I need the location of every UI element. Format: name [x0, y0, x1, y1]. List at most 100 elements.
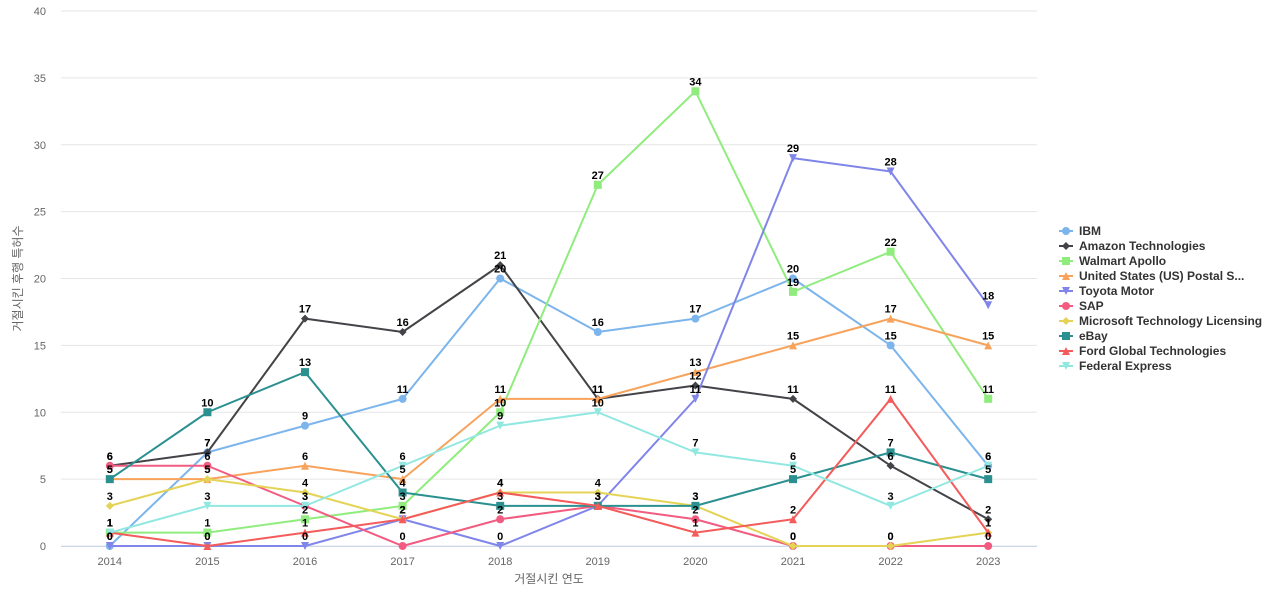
series-point[interactable]	[496, 274, 505, 283]
series-line[interactable]	[108, 264, 990, 521]
legend-item[interactable]: Toyota Motor	[1059, 284, 1154, 298]
series-point[interactable]	[886, 448, 895, 457]
legend-item[interactable]: eBay	[1059, 329, 1108, 343]
series-point[interactable]	[984, 528, 993, 537]
series-point[interactable]	[984, 341, 993, 350]
legend-marker[interactable]	[1062, 227, 1070, 235]
series-point[interactable]	[789, 461, 797, 470]
series-point[interactable]	[984, 301, 993, 310]
legend-item[interactable]: Ford Global Technologies	[1059, 344, 1226, 358]
legend-item[interactable]: Amazon Technologies	[1059, 239, 1206, 253]
legend-marker[interactable]	[1062, 242, 1070, 250]
series-point[interactable]	[593, 180, 602, 189]
series-point[interactable]	[496, 394, 505, 403]
series-point[interactable]	[593, 501, 602, 510]
legend-item[interactable]: Federal Express	[1059, 359, 1172, 373]
series-point[interactable]	[496, 542, 505, 550]
series-point[interactable]	[398, 542, 407, 550]
series-point[interactable]	[886, 167, 895, 176]
series-point[interactable]	[203, 475, 212, 484]
series-point[interactable]	[105, 461, 114, 470]
series-line[interactable]	[108, 90, 990, 534]
series-point[interactable]	[105, 528, 114, 537]
series-point[interactable]	[203, 528, 212, 537]
series-point[interactable]	[398, 488, 407, 497]
series-point[interactable]	[691, 314, 700, 323]
series-point[interactable]	[496, 488, 505, 497]
series-point[interactable]	[691, 394, 700, 403]
series-line[interactable]	[108, 371, 990, 507]
legend-marker[interactable]	[1062, 257, 1070, 265]
series-point[interactable]	[789, 515, 797, 524]
series-point[interactable]	[691, 87, 700, 96]
legend-marker[interactable]	[1062, 362, 1070, 370]
legend-item[interactable]: United States (US) Postal S...	[1059, 269, 1244, 283]
series-point[interactable]	[789, 542, 797, 550]
legend-marker[interactable]	[1062, 347, 1070, 355]
series-point[interactable]	[301, 488, 309, 497]
series-point[interactable]	[203, 448, 212, 457]
series-point[interactable]	[789, 287, 797, 296]
series-line[interactable]	[108, 277, 990, 547]
series-point[interactable]	[203, 461, 212, 470]
series-point[interactable]	[691, 448, 700, 457]
series-point[interactable]	[301, 542, 309, 550]
series-point[interactable]	[301, 314, 309, 323]
series-point[interactable]	[984, 475, 993, 484]
series-line[interactable]	[108, 411, 990, 534]
series-point[interactable]	[301, 528, 309, 537]
series-point[interactable]	[691, 528, 700, 537]
series-point[interactable]	[789, 475, 797, 484]
legend-item[interactable]: IBM	[1059, 224, 1101, 238]
series-point[interactable]	[496, 515, 505, 524]
series-point[interactable]	[398, 328, 407, 336]
series-line[interactable]	[108, 157, 990, 547]
series-point[interactable]	[984, 542, 993, 550]
series-point[interactable]	[203, 501, 212, 510]
series-point[interactable]	[398, 515, 407, 524]
series-point[interactable]	[398, 475, 407, 484]
series-point[interactable]	[301, 421, 309, 430]
series-point[interactable]	[789, 341, 797, 350]
series-point[interactable]	[984, 394, 993, 403]
series-point[interactable]	[886, 341, 895, 350]
series-point[interactable]	[691, 515, 700, 524]
series-point[interactable]	[301, 368, 309, 377]
legend-item[interactable]: Microsoft Technology Licensing	[1059, 314, 1262, 328]
series-line[interactable]	[108, 397, 990, 547]
series-point[interactable]	[789, 274, 797, 283]
series-point[interactable]	[789, 154, 797, 163]
series-point[interactable]	[886, 542, 895, 550]
series-point[interactable]	[496, 261, 505, 270]
legend-marker[interactable]	[1062, 302, 1070, 310]
series-point[interactable]	[593, 488, 602, 497]
series-point[interactable]	[789, 394, 797, 403]
series-point[interactable]	[496, 421, 505, 430]
legend-marker[interactable]	[1062, 317, 1070, 325]
legend-marker[interactable]	[1062, 332, 1070, 340]
series-point[interactable]	[398, 394, 407, 403]
series-point[interactable]	[984, 515, 993, 524]
legend-marker[interactable]	[1062, 272, 1070, 280]
series-point[interactable]	[496, 501, 505, 510]
series-point[interactable]	[105, 501, 114, 510]
series-point[interactable]	[691, 368, 700, 377]
legend-marker[interactable]	[1062, 287, 1070, 295]
series-point[interactable]	[398, 501, 407, 510]
series-point[interactable]	[691, 381, 700, 390]
series-point[interactable]	[398, 461, 407, 470]
series-point[interactable]	[301, 461, 309, 470]
series-point[interactable]	[301, 515, 309, 524]
series-line[interactable]	[108, 478, 990, 547]
series-point[interactable]	[105, 475, 114, 484]
series-point[interactable]	[886, 394, 895, 403]
series-line[interactable]	[108, 317, 990, 481]
series-point[interactable]	[496, 408, 505, 417]
series-point[interactable]	[886, 461, 895, 470]
series-point[interactable]	[886, 314, 895, 323]
legend-item[interactable]: SAP	[1059, 299, 1104, 313]
series-point[interactable]	[301, 501, 309, 510]
series-point[interactable]	[691, 501, 700, 510]
series-point[interactable]	[593, 408, 602, 417]
series-point[interactable]	[886, 501, 895, 510]
